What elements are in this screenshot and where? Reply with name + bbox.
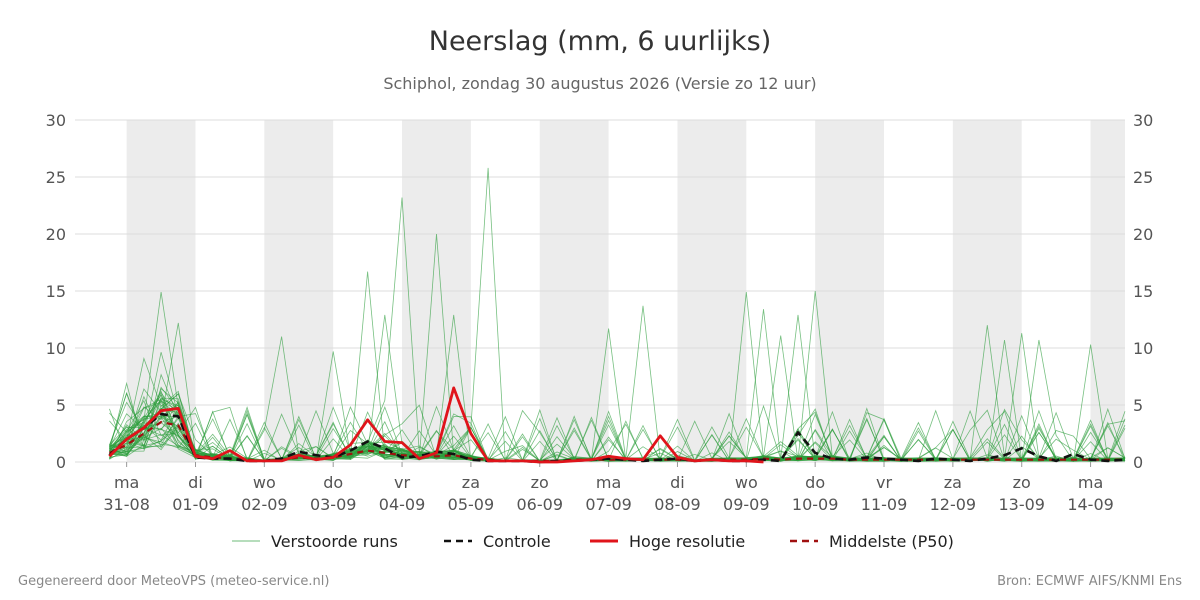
y-tick-label-left: 30 (46, 111, 66, 130)
x-axis-ticks: ma 31-08 di 01-09 wo 02-09 do 03-09 vr 04-09 za 05-… (103, 462, 1114, 514)
x-tick-day: zo (531, 473, 549, 492)
y-tick-label-left: 15 (46, 282, 66, 301)
x-tick-day: do (805, 473, 825, 492)
x-tick-date: 31-08 (103, 495, 150, 514)
footer-generated-by: Gegenereerd door MeteoVPS (meteo-service… (18, 574, 329, 589)
x-tick-day: za (462, 473, 480, 492)
y-tick-label-right: 5 (1133, 396, 1143, 415)
x-tick-date: 07-09 (585, 495, 632, 514)
y-tick-label-left: 5 (56, 396, 66, 415)
x-tick-day: di (670, 473, 685, 492)
chart-subtitle: Schiphol, zondag 30 augustus 2026 (Versi… (383, 74, 816, 93)
x-tick-date: 11-09 (861, 495, 908, 514)
x-tick-date: 02-09 (241, 495, 288, 514)
footer-source: Bron: ECMWF AIFS/KNMI Ens (997, 574, 1182, 589)
x-tick-day: vr (394, 473, 410, 492)
y-tick-label-left: 0 (56, 453, 66, 472)
x-tick-date: 04-09 (379, 495, 426, 514)
y-tick-label-left: 10 (46, 339, 66, 358)
x-tick-day: ma (1078, 473, 1103, 492)
x-tick-date: 10-09 (792, 495, 839, 514)
x-tick-date: 12-09 (930, 495, 977, 514)
legend-label-control: Controle (483, 532, 551, 551)
chart-title: Neerslag (mm, 6 uurlijks) (429, 26, 771, 57)
x-tick-day: vr (876, 473, 892, 492)
hires-line (108, 386, 506, 463)
legend-label-median: Middelste (P50) (829, 532, 954, 551)
x-tick-date: 05-09 (448, 495, 495, 514)
x-tick-date: 14-09 (1067, 495, 1114, 514)
y-tick-label-right: 25 (1133, 168, 1153, 187)
x-tick-day: wo (253, 473, 276, 492)
hires-line (505, 434, 764, 464)
legend-label-ensemble: Verstoorde runs (271, 532, 398, 551)
x-tick-day: zo (1013, 473, 1031, 492)
y-tick-label-right: 0 (1133, 453, 1143, 472)
x-tick-date: 03-09 (310, 495, 357, 514)
x-tick-date: 01-09 (172, 495, 219, 514)
legend-label-hires: Hoge resolutie (629, 532, 745, 551)
x-tick-day: ma (114, 473, 139, 492)
y-tick-label-right: 30 (1133, 111, 1153, 130)
x-tick-day: za (944, 473, 962, 492)
y-axis-ticks: 0 0 5 5 10 10 15 15 20 20 25 25 30 30 (46, 111, 1154, 472)
legend: Verstoorde runs Controle Hoge resolutie Mid… (232, 532, 954, 551)
y-tick-label-left: 25 (46, 168, 66, 187)
x-tick-date: 08-09 (654, 495, 701, 514)
y-tick-label-right: 20 (1133, 225, 1153, 244)
y-tick-label-left: 20 (46, 225, 66, 244)
control-line (108, 412, 1126, 464)
x-tick-day: do (323, 473, 343, 492)
y-tick-label-right: 15 (1133, 282, 1153, 301)
x-tick-day: di (188, 473, 203, 492)
y-tick-label-right: 10 (1133, 339, 1153, 358)
x-tick-day: ma (596, 473, 621, 492)
x-tick-day: wo (735, 473, 758, 492)
x-tick-date: 09-09 (723, 495, 770, 514)
x-tick-date: 06-09 (517, 495, 564, 514)
main-series (108, 386, 1126, 464)
x-tick-date: 13-09 (998, 495, 1045, 514)
